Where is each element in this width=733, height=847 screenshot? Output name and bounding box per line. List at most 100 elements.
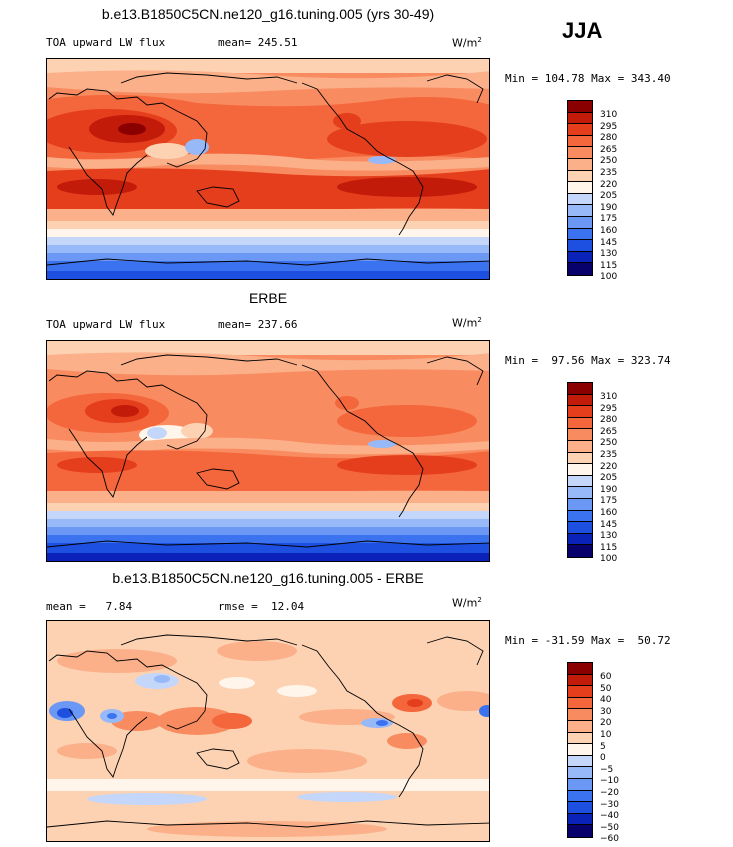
panel2-swatch-12 bbox=[568, 510, 592, 523]
panel3-level-8: 0 bbox=[600, 753, 606, 764]
panel3-level-3: 40 bbox=[600, 695, 612, 706]
panel2-swatch-3 bbox=[568, 406, 592, 418]
panel2-level-1: 310 bbox=[600, 392, 618, 402]
panel3-level-1: 60 bbox=[600, 672, 612, 682]
panel1-swatch-6 bbox=[568, 158, 592, 171]
panel2-swatch-4 bbox=[568, 417, 592, 430]
panel2-swatch-2 bbox=[568, 394, 592, 407]
panel2-swatch-5 bbox=[568, 429, 592, 441]
panel1-units: W/m2 bbox=[452, 36, 482, 50]
season-label: JJA bbox=[562, 18, 603, 43]
panel2-level-11: 160 bbox=[600, 507, 618, 518]
panel2-colorbar bbox=[567, 382, 593, 558]
panel1-swatch-14 bbox=[568, 251, 592, 264]
panel1-colorbar-labels: 310 295 280 265 250 235 220 205 190 175 … bbox=[600, 110, 617, 284]
panel3-level-15: −60 bbox=[600, 834, 619, 845]
panel3-level-11: −20 bbox=[600, 787, 619, 798]
panel2-level-10: 175 bbox=[600, 496, 618, 507]
panel2-minmax: Min = 97.56 Max = 323.74 bbox=[505, 354, 671, 367]
panel1-level-5: 250 bbox=[600, 156, 618, 167]
panel2-title: ERBE bbox=[248, 290, 288, 306]
panel3-units: W/m2 bbox=[452, 596, 482, 610]
panel2-level-4: 265 bbox=[600, 426, 618, 437]
panel1-swatch-9 bbox=[568, 193, 592, 206]
panel3-colorbar-labels: 60 50 40 30 20 10 5 0 −5 −10 −20 −30 −40… bbox=[600, 672, 619, 846]
panel2-level-15: 100 bbox=[600, 554, 618, 565]
panel1-level-2: 295 bbox=[600, 121, 618, 132]
panel1-level-7: 220 bbox=[600, 179, 618, 190]
panel1-swatch-3 bbox=[568, 124, 592, 136]
panel1-colorbar bbox=[567, 100, 593, 276]
panel3-title: b.e13.B1850C5CN.ne120_g16.tuning.005 - E… bbox=[112, 570, 424, 586]
panel3-swatch-3 bbox=[568, 686, 592, 698]
panel3-swatch-1 bbox=[568, 663, 592, 675]
panel1-swatch-4 bbox=[568, 135, 592, 148]
panel1-level-8: 205 bbox=[600, 191, 618, 202]
panel3-minmax: Min = -31.59 Max = 50.72 bbox=[505, 634, 671, 647]
panel2-level-14: 115 bbox=[600, 542, 618, 553]
panel2-level-6: 235 bbox=[600, 449, 618, 460]
panel3-swatch-5 bbox=[568, 709, 592, 721]
panel3-swatch-13 bbox=[568, 802, 592, 814]
panel3-swatch-14 bbox=[568, 813, 592, 826]
panel3-swatch-7 bbox=[568, 732, 592, 745]
panel1-level-10: 175 bbox=[600, 214, 618, 225]
panel2-swatch-15 bbox=[568, 545, 592, 557]
panel3-swatch-9 bbox=[568, 755, 592, 768]
panel3-mean: mean = 7.84 bbox=[46, 600, 133, 613]
panel2-swatch-1 bbox=[568, 383, 592, 395]
panel2-mean: mean= 237.66 bbox=[218, 318, 298, 331]
panel1-level-3: 280 bbox=[600, 133, 618, 144]
panel1-level-4: 265 bbox=[600, 144, 618, 155]
panel2-level-3: 280 bbox=[600, 415, 618, 426]
panel3-colorbar bbox=[567, 662, 593, 838]
panel2-map bbox=[46, 340, 490, 562]
panel3-swatch-15 bbox=[568, 825, 592, 837]
panel3-level-2: 50 bbox=[600, 683, 612, 694]
panel2-level-2: 295 bbox=[600, 403, 618, 414]
panel2-units: W/m2 bbox=[452, 316, 482, 330]
panel2-swatch-14 bbox=[568, 533, 592, 546]
panel3-level-14: −50 bbox=[600, 822, 619, 833]
panel2-colorbar-labels: 310 295 280 265 250 235 220 205 190 175 … bbox=[600, 392, 617, 566]
panel2-level-8: 205 bbox=[600, 473, 618, 484]
panel1-swatch-12 bbox=[568, 228, 592, 241]
panel2-swatch-9 bbox=[568, 475, 592, 488]
panel3-map bbox=[46, 620, 490, 842]
panel3-swatch-8 bbox=[568, 744, 592, 756]
panel3-swatch-4 bbox=[568, 697, 592, 710]
panel1-swatch-1 bbox=[568, 101, 592, 113]
panel1-swatch-5 bbox=[568, 147, 592, 159]
panel3-level-5: 20 bbox=[600, 718, 612, 729]
panel1-swatch-7 bbox=[568, 170, 592, 183]
panel1-title: b.e13.B1850C5CN.ne120_g16.tuning.005 (yr… bbox=[101, 6, 435, 22]
panel1-swatch-13 bbox=[568, 240, 592, 252]
panel2-level-9: 190 bbox=[600, 484, 618, 495]
panel3-rmse: rmse = 12.04 bbox=[218, 600, 305, 613]
panel3-level-13: −40 bbox=[600, 811, 619, 822]
panel3-level-7: 5 bbox=[600, 741, 606, 752]
panel2-swatch-10 bbox=[568, 487, 592, 499]
panel1-level-15: 100 bbox=[600, 272, 618, 283]
panel3-swatch-6 bbox=[568, 720, 592, 733]
panel1-level-11: 160 bbox=[600, 225, 618, 236]
panel2-variable-label: TOA upward LW flux bbox=[46, 318, 166, 331]
panel3-swatch-2 bbox=[568, 674, 592, 687]
panel1-level-12: 145 bbox=[600, 237, 618, 248]
panel2-level-7: 220 bbox=[600, 461, 618, 472]
panel2-swatch-8 bbox=[568, 464, 592, 476]
panel1-mean: mean= 245.51 bbox=[218, 36, 298, 49]
panel3-level-9: −5 bbox=[600, 764, 614, 775]
panel3-swatch-12 bbox=[568, 790, 592, 803]
panel3-swatch-11 bbox=[568, 778, 592, 791]
panel1-variable-label: TOA upward LW flux bbox=[46, 36, 166, 49]
panel1-level-14: 115 bbox=[600, 260, 618, 271]
panel2-swatch-13 bbox=[568, 522, 592, 534]
panel1-level-9: 190 bbox=[600, 202, 618, 213]
panel2-level-13: 130 bbox=[600, 531, 618, 542]
panel1-level-1: 310 bbox=[600, 110, 618, 120]
panel3-level-6: 10 bbox=[600, 729, 612, 740]
panel1-swatch-2 bbox=[568, 112, 592, 125]
panel3-swatch-10 bbox=[568, 767, 592, 779]
panel3-level-12: −30 bbox=[600, 799, 619, 810]
